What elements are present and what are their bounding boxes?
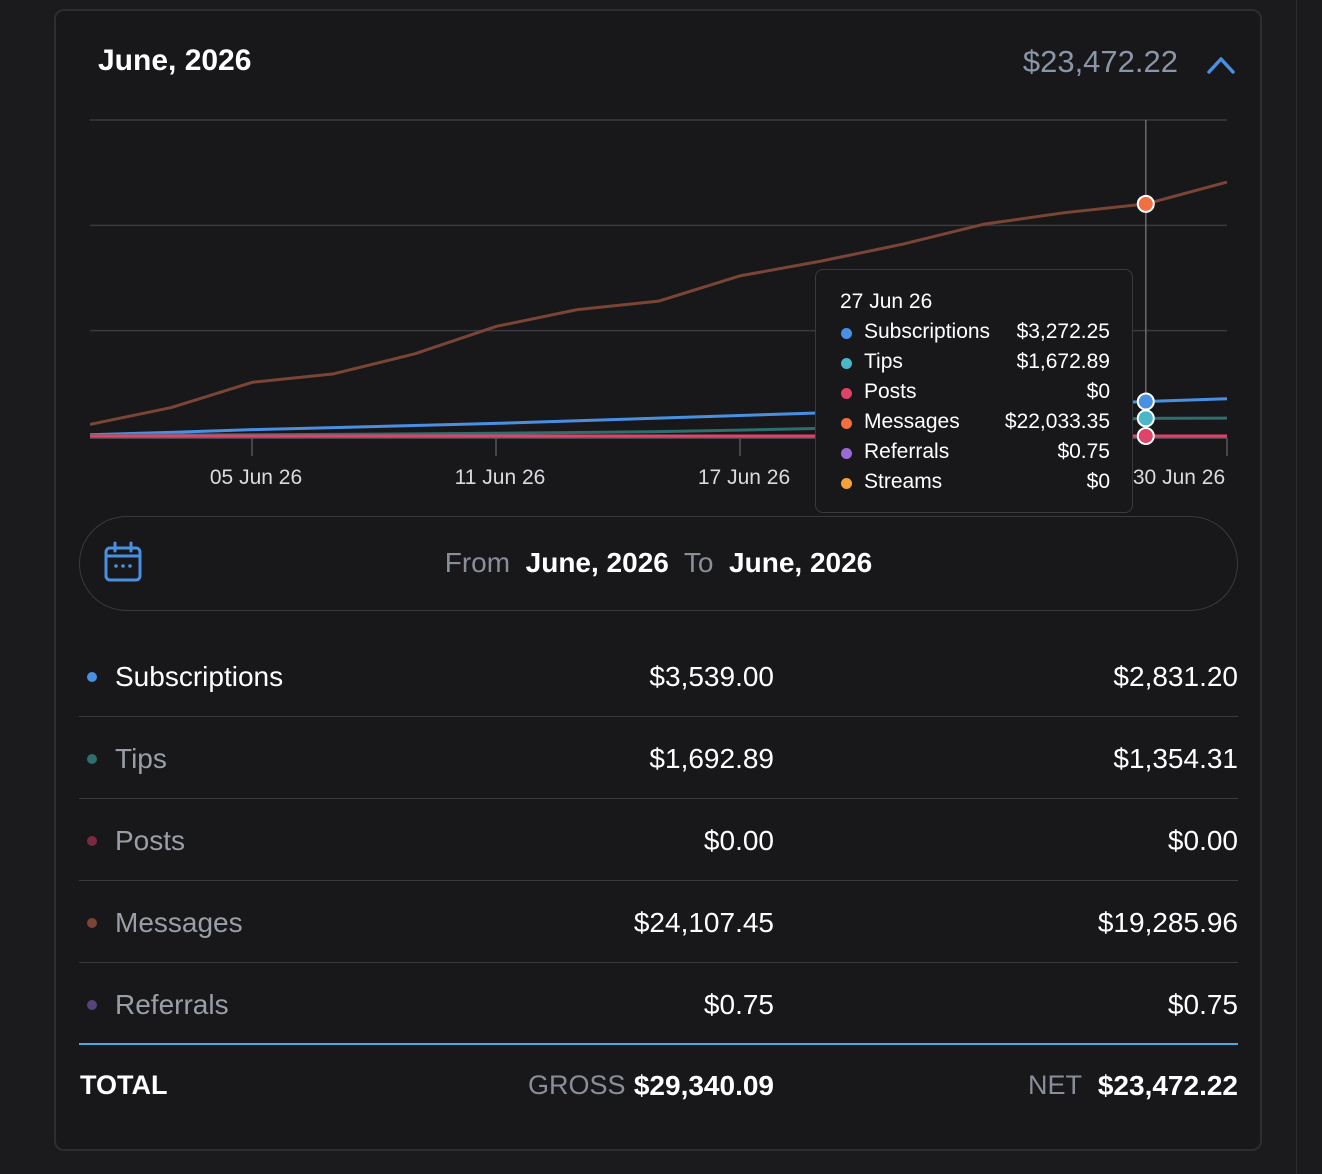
x-tick-label: 11 Jun 26 [454,466,546,489]
calendar-icon [104,541,142,582]
total-net-value: $23,472.22 [1097,1070,1238,1101]
highlight-point-tips [1136,409,1155,428]
series-line-messages [89,180,1228,426]
total-divider [79,1043,1238,1045]
row-label: Subscriptions [115,661,284,692]
highlight-point-subscriptions [1136,392,1155,411]
total-label: TOTAL [80,1070,168,1100]
row-gross: $3,539.00 [649,661,774,692]
tooltip-value: $1,672.89 [1016,350,1110,373]
legend-dot [87,836,97,846]
from-value: June, 2026 [525,547,669,578]
legend-dot [87,1000,97,1010]
breakdown-row-referrals: Referrals $0.75 $0.75 [79,963,1238,1045]
tooltip-row: Subscriptions $3,272.25 [840,320,1110,346]
legend-dot [87,672,97,682]
breakdown-row-tips: Tips $1,692.89 $1,354.31 [79,717,1238,799]
row-net: $2,831.20 [1113,661,1238,692]
tooltip-dot [841,448,852,459]
tooltip-dot [841,478,852,489]
tooltip-row: Messages $22,033.35 [840,410,1110,436]
highlight-point-messages [1136,194,1155,213]
tooltip-value: $0.75 [1057,440,1110,463]
tooltip-dot [841,328,852,339]
total-gross-label: GROSS [528,1070,626,1100]
collapse-button[interactable] [1200,46,1242,82]
tooltip-label: Messages [864,410,960,433]
tooltip-label: Subscriptions [864,320,991,343]
x-tick-label: 17 Jun 26 [697,466,791,489]
tooltip-value: $0 [1086,470,1110,493]
row-net: $19,285.96 [1097,907,1238,938]
tooltip-label: Tips [864,350,903,373]
tooltip-label: Streams [864,470,943,493]
row-label: Posts [115,825,186,856]
tooltip-row: Streams $0 [840,470,1110,496]
legend-dot [87,918,97,928]
tooltip-row: Posts $0 [840,380,1110,406]
tooltip-row: Tips $1,672.89 [840,350,1110,376]
row-gross: $0.75 [703,989,774,1020]
tooltip-label: Posts [864,380,917,403]
tooltip-dot [841,358,852,369]
window-edge [1296,0,1297,1174]
tooltip-row: Referrals $0.75 [840,440,1110,466]
date-range-picker[interactable]: From June, 2026 To June, 2026 [79,516,1238,611]
row-net: $0.75 [1167,989,1238,1020]
from-label: From [444,547,511,578]
row-label: Referrals [115,989,229,1020]
breakdown-row-subscriptions: Subscriptions $3,539.00 $2,831.20 [79,635,1238,717]
row-gross: $24,107.45 [633,907,774,938]
tooltip-dot [841,418,852,429]
total-gross-value: $29,340.09 [633,1070,774,1101]
row-net: $1,354.31 [1113,743,1238,774]
to-value: June, 2026 [729,547,873,578]
chart-tooltip: 27 Jun 26 Subscriptions $3,272.25 Tips $1,6… [815,269,1133,513]
date-range-text: From June, 2026 To June, 2026 [80,547,1237,579]
total-net-label: NET [1028,1070,1082,1100]
highlight-point-posts [1136,427,1155,445]
tooltip-label: Referrals [864,440,950,463]
tooltip-value: $3,272.25 [1016,320,1110,343]
row-gross: $0.00 [703,825,774,856]
breakdown-row-messages: Messages $24,107.45 $19,285.96 [79,881,1238,963]
earnings-card [54,9,1262,1151]
header-total: $23,472.22 [1022,44,1178,79]
month-title: June, 2026 [98,44,252,77]
legend-dot [87,754,97,764]
tooltip-dot [841,388,852,399]
breakdown-row-posts: Posts $0.00 $0.00 [79,799,1238,881]
x-tick-label: 05 Jun 26 [209,466,303,489]
tooltip-value: $0 [1086,380,1110,403]
row-label: Messages [115,907,243,938]
chevron-up-icon [1207,57,1235,74]
row-net: $0.00 [1167,825,1238,856]
tooltip-value: $22,033.35 [1004,410,1110,433]
x-tick-label: 30 Jun 26 [1132,466,1226,489]
tooltip-date: 27 Jun 26 [840,290,933,313]
row-label: Tips [115,743,167,774]
to-label: To [683,547,714,578]
row-gross: $1,692.89 [649,743,774,774]
